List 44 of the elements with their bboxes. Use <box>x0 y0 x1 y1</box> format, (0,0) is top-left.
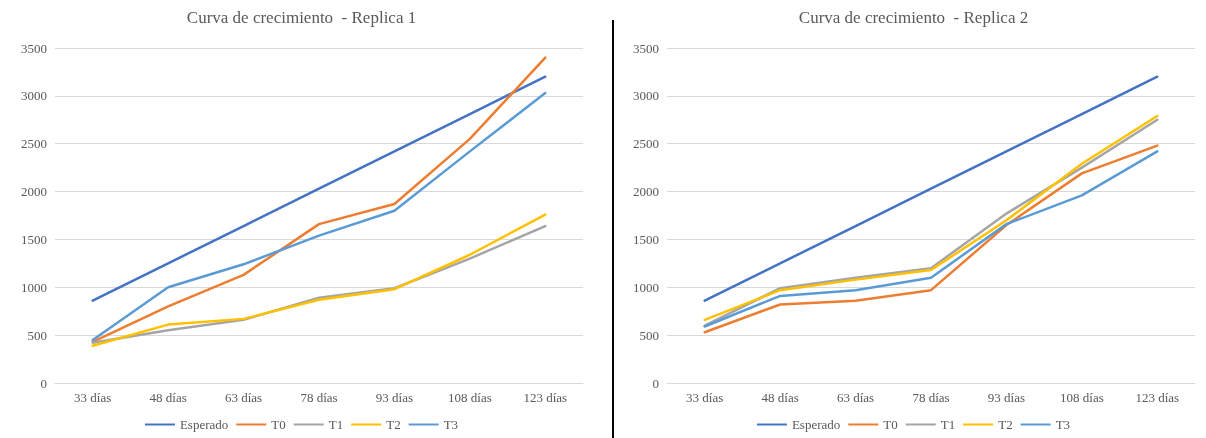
y-tick-label: 1000 <box>633 279 659 295</box>
x-tick-label: 63 días <box>224 390 263 405</box>
x-tick-label: 48 días <box>761 390 799 405</box>
legend-label: T1 <box>940 417 956 432</box>
line-series <box>91 75 547 302</box>
x-tick-label: 93 días <box>375 390 414 405</box>
x-tick-label: 123 días <box>523 390 568 405</box>
x-tick-label: 108 días <box>448 390 492 405</box>
legend-label: T2 <box>386 417 401 432</box>
legend-label: T3 <box>1055 417 1071 432</box>
y-tick-label: 2500 <box>633 136 659 152</box>
x-tick-label: 78 días <box>300 390 338 405</box>
x-tick-label: 93 días <box>987 390 1026 405</box>
x-tick-label: 48 días <box>149 390 187 405</box>
y-tick-label: 2000 <box>21 184 47 200</box>
legend-label: Esperado <box>179 417 229 432</box>
y-tick-label: 500 <box>639 327 659 343</box>
line-series <box>703 75 1159 302</box>
y-tick-label: 3500 <box>633 40 659 56</box>
legend-label: T2 <box>998 417 1013 432</box>
legend-label: T1 <box>328 417 344 432</box>
legend-label: T3 <box>443 417 459 432</box>
y-tick-label: 0 <box>40 375 47 391</box>
x-tick-label: 78 días <box>912 390 950 405</box>
x-tick-label: 63 días <box>836 390 875 405</box>
chart-title: Curva de crecimiento - Replica 1 <box>186 8 417 27</box>
y-tick-label: 2500 <box>21 136 47 152</box>
legend-label: Esperado <box>791 417 841 432</box>
chart-title: Curva de crecimiento - Replica 2 <box>798 8 1029 27</box>
y-tick-label: 1500 <box>21 231 47 247</box>
y-tick-label: 3000 <box>633 88 659 104</box>
x-tick-label: 33 días <box>74 390 112 405</box>
y-tick-label: 0 <box>652 375 659 391</box>
y-tick-label: 3500 <box>21 40 47 56</box>
y-tick-label: 500 <box>27 327 47 343</box>
y-tick-label: 3000 <box>21 88 47 104</box>
x-tick-label: 123 días <box>1135 390 1180 405</box>
legend-label: T0 <box>271 417 286 432</box>
y-tick-label: 1000 <box>21 279 47 295</box>
y-tick-label: 1500 <box>633 231 659 247</box>
x-tick-label: 108 días <box>1060 390 1104 405</box>
y-tick-label: 2000 <box>633 184 659 200</box>
legend-label: T0 <box>883 417 898 432</box>
x-tick-label: 33 días <box>686 390 724 405</box>
